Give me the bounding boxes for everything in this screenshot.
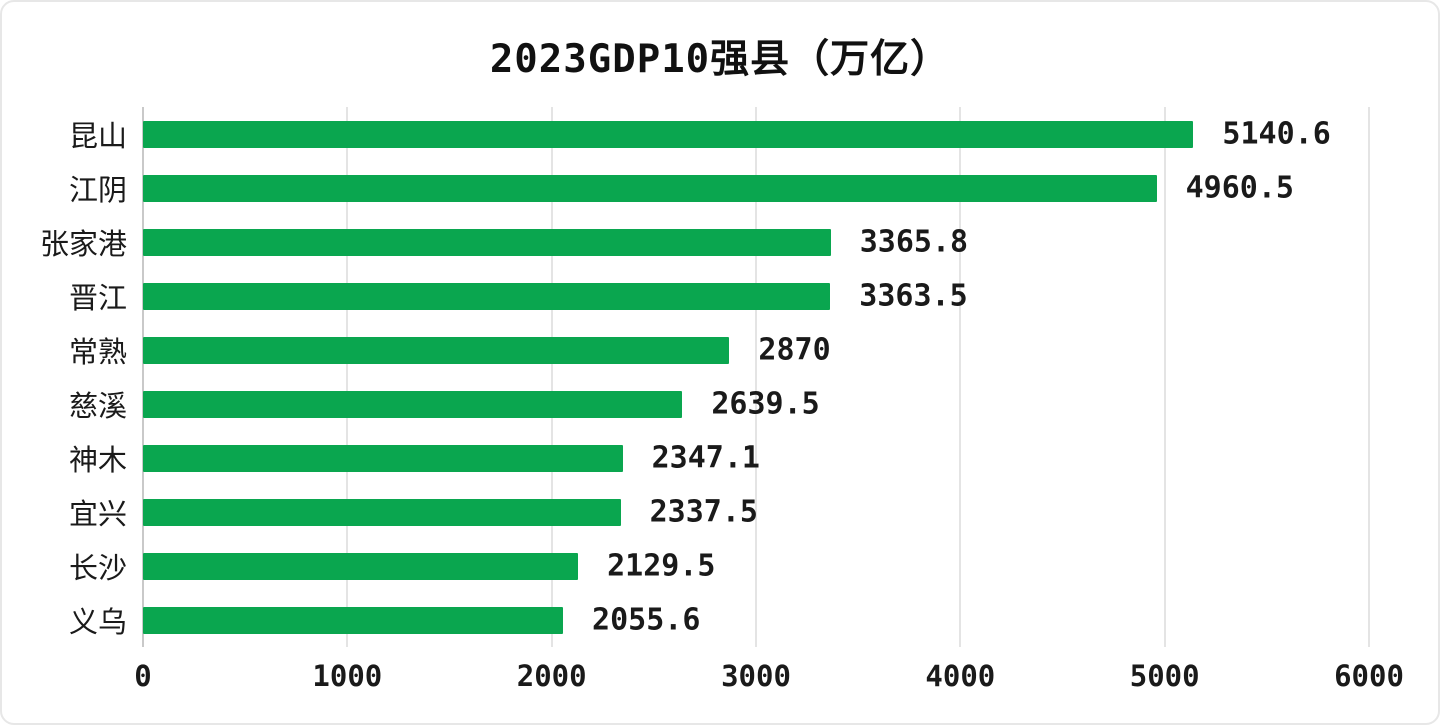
x-tick-label: 4000 <box>925 659 996 693</box>
x-tick-label: 5000 <box>1129 659 1200 693</box>
category-label: 张家港 <box>39 227 127 261</box>
bar-慈溪 <box>143 390 683 418</box>
x-tick-label: 1000 <box>312 659 383 693</box>
bar-张家港 <box>143 228 831 256</box>
category-label: 晋江 <box>68 281 127 315</box>
gridline <box>755 107 757 647</box>
x-tick-label: 6000 <box>1334 659 1404 693</box>
bar-晋江 <box>143 282 831 310</box>
category-label: 慈溪 <box>68 389 127 423</box>
value-label: 3365.8 <box>859 224 969 260</box>
value-label: 2129.5 <box>607 548 716 584</box>
value-label: 3363.5 <box>859 278 968 314</box>
gridline <box>959 107 962 647</box>
x-tick-label: 2000 <box>516 659 587 693</box>
x-tick-label: 3000 <box>721 659 791 693</box>
category-label: 长沙 <box>68 551 127 585</box>
value-label: 2337.5 <box>649 494 758 530</box>
gridline <box>550 107 553 647</box>
bar-宜兴 <box>143 498 621 526</box>
category-label: 宜兴 <box>68 497 127 531</box>
value-label: 4960.5 <box>1185 170 1294 206</box>
x-tick-label: 0 <box>134 659 152 693</box>
value-label: 2347.1 <box>651 440 760 476</box>
category-label: 江阴 <box>68 173 127 207</box>
category-label: 神木 <box>68 443 127 477</box>
gridline <box>1163 107 1166 647</box>
gridline <box>1368 107 1370 647</box>
y-axis-line <box>142 107 144 647</box>
bar-江阴 <box>143 174 1157 202</box>
bar-义乌 <box>143 606 564 634</box>
bar-长沙 <box>143 552 579 580</box>
value-label: 2870 <box>758 332 831 368</box>
chart-title: 2023GDP10强县（万亿） <box>489 37 951 82</box>
bar-常熟 <box>143 336 730 364</box>
category-label: 常熟 <box>68 335 127 369</box>
value-label: 5140.6 <box>1222 116 1331 152</box>
value-label: 2055.6 <box>592 602 701 638</box>
category-label: 义乌 <box>68 605 127 639</box>
gridline <box>346 107 349 647</box>
bar-神木 <box>143 444 623 472</box>
value-label: 2639.5 <box>711 386 820 422</box>
category-label: 昆山 <box>68 119 127 153</box>
plot-area: 5140.6 4960.5 3365.8 3363.5 2870 2639.5 2347.1… <box>142 107 1370 647</box>
bar-昆山 <box>143 120 1194 148</box>
